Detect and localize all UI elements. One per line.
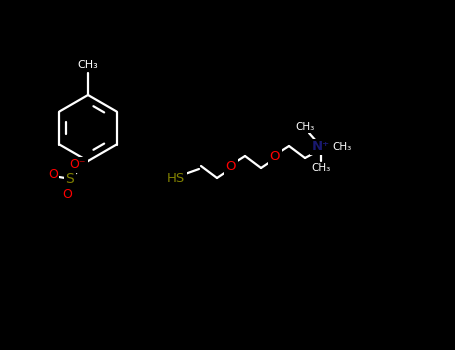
Text: O: O xyxy=(62,188,72,201)
Text: O: O xyxy=(226,161,236,174)
Text: CH₃: CH₃ xyxy=(78,60,98,70)
Text: HS: HS xyxy=(167,172,185,184)
Text: O⁻: O⁻ xyxy=(70,159,86,172)
Text: CH₃: CH₃ xyxy=(332,142,352,152)
Text: S: S xyxy=(66,172,74,186)
Text: O: O xyxy=(48,168,58,182)
Text: CH₃: CH₃ xyxy=(311,163,331,173)
Text: CH₃: CH₃ xyxy=(295,122,314,132)
Text: O: O xyxy=(270,150,280,163)
Text: N⁺: N⁺ xyxy=(312,140,330,154)
